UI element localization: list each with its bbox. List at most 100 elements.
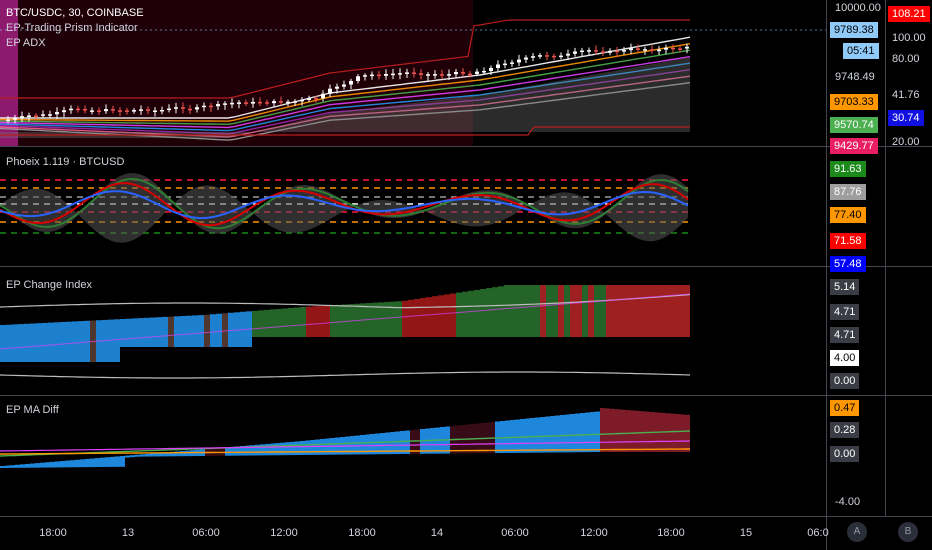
- session-edge-band: [0, 0, 18, 146]
- pane-divider-2[interactable]: [0, 266, 932, 267]
- candle-body: [587, 50, 591, 52]
- candle-body: [349, 80, 353, 85]
- change-bar: [492, 287, 498, 337]
- ma-diff-bar: [125, 455, 130, 458]
- pane-divider-1[interactable]: [0, 146, 932, 147]
- ma-price-label-green: 9570.74: [830, 117, 878, 133]
- adx-tick-41: 41.76: [892, 89, 920, 101]
- b-button[interactable]: B: [898, 522, 918, 542]
- change-index-axis[interactable]: 5.14 4.71 4.71 4.00 0.00: [827, 267, 885, 395]
- ma-diff-bar: [405, 430, 410, 454]
- ma-diff-bar: [135, 454, 140, 457]
- ma-diff-bar: [540, 417, 545, 453]
- change-bar: [474, 289, 480, 337]
- phoeix-label-5: 57.48: [830, 256, 866, 272]
- change-bar: [216, 313, 222, 347]
- ma-diff-orange-line: [0, 448, 690, 455]
- indicator-prism-label[interactable]: EP-Trading Prism Indicator: [6, 22, 138, 34]
- change-bar: [564, 285, 570, 337]
- change-bar: [456, 292, 462, 337]
- change-bar: [624, 285, 630, 337]
- indicator-adx-label[interactable]: EP ADX: [6, 37, 46, 49]
- ma-diff-bar: [115, 456, 120, 467]
- phoeix-axis[interactable]: 91.63 87.76 77.40 71.58 57.48: [827, 147, 885, 272]
- ma-diff-axis[interactable]: 0.47 0.28 0.00 -4.00: [827, 396, 885, 516]
- candle-body: [454, 72, 458, 75]
- change-bar: [504, 285, 510, 337]
- change-bar: [192, 315, 198, 347]
- candle-body: [160, 109, 164, 112]
- change-bar: [42, 322, 48, 362]
- candle-body: [111, 109, 115, 111]
- candle-body: [216, 103, 220, 107]
- candle-body: [664, 47, 668, 50]
- candle-body: [517, 59, 521, 63]
- change-bar: [642, 285, 648, 337]
- time-axis[interactable]: 18:00 13 06:00 12:00 18:00 14 06:00 12:0…: [0, 517, 828, 550]
- ma-diff-bar: [225, 447, 230, 456]
- ci-label-4: 4.00: [830, 350, 860, 366]
- time-label-2: 06:00: [192, 527, 220, 539]
- ma-diff-title[interactable]: EP MA Diff: [6, 404, 59, 416]
- change-bar: [588, 285, 594, 337]
- ma-diff-bar: [390, 432, 395, 455]
- second-axis-divider: [885, 0, 886, 516]
- change-bar: [498, 286, 504, 337]
- candle-body: [139, 109, 143, 111]
- change-bar: [108, 319, 114, 362]
- change-bar: [432, 296, 438, 337]
- candle-body: [608, 50, 612, 53]
- change-bar: [516, 285, 522, 337]
- candle-body: [545, 55, 549, 57]
- change-bar: [480, 289, 486, 337]
- pane-divider-3[interactable]: [0, 395, 932, 396]
- change-index-pane[interactable]: EP Change Index: [0, 267, 826, 395]
- phoeix-title[interactable]: Phoeix 1.119 · BTCUSD: [6, 156, 125, 168]
- ma-diff-bar: [375, 433, 380, 455]
- change-bar: [276, 308, 282, 337]
- ma-diff-bar: [595, 411, 600, 453]
- main-price-axis[interactable]: 10000.00 9789.38 05:41 9748.49 9703.33 9…: [827, 0, 885, 154]
- ma-diff-bar: [585, 412, 590, 453]
- ma-diff-bar: [415, 429, 420, 454]
- ci-label-2: 4.71: [830, 304, 860, 320]
- ma-diff-bar: [685, 414, 690, 452]
- ma-diff-bar: [380, 433, 385, 455]
- change-bar: [312, 306, 318, 337]
- auto-scale-button[interactable]: A: [847, 522, 867, 542]
- ma-diff-bar: [300, 441, 305, 455]
- candle-body: [650, 49, 654, 51]
- candle-body: [90, 110, 94, 112]
- adx-axis[interactable]: 108.21 100.00 80.00 41.76 30.74 20.00: [886, 0, 932, 148]
- candle-body: [685, 46, 689, 49]
- change-bar: [18, 324, 24, 362]
- change-bar: [66, 321, 72, 362]
- change-bar: [600, 285, 606, 337]
- candle-body: [342, 84, 346, 87]
- change-bar: [48, 322, 54, 362]
- time-label-1: 13: [121, 527, 135, 539]
- candle-body: [118, 110, 122, 112]
- ma-diff-bar: [570, 414, 575, 453]
- ma-diff-bar: [350, 436, 355, 455]
- ma-diff-bar: [395, 431, 400, 455]
- ma-diff-bar: [150, 453, 155, 457]
- symbol-legend[interactable]: BTC/USDC, 30, COINBASE EP-Trading Prism …: [6, 6, 144, 51]
- current-price-label: 9789.38: [830, 22, 878, 38]
- candle-body: [503, 63, 507, 66]
- candle-body: [398, 73, 402, 75]
- change-bar: [198, 315, 204, 347]
- change-index-title[interactable]: EP Change Index: [6, 279, 93, 291]
- candle-body: [132, 110, 136, 112]
- ma-diff-bar: [255, 444, 260, 456]
- ma-diff-bar: [95, 458, 100, 468]
- symbol-title[interactable]: BTC/USDC, 30, COINBASE: [6, 7, 144, 19]
- phoeix-pane[interactable]: Phoeix 1.119 · BTCUSD: [0, 147, 826, 266]
- ma-diff-bar: [355, 435, 360, 455]
- change-signal-line: [0, 293, 691, 350]
- ma-diff-bar: [0, 466, 5, 468]
- main-chart-pane[interactable]: BTC/USDC, 30, COINBASE EP-Trading Prism …: [0, 0, 826, 146]
- time-label-3: 12:00: [270, 527, 298, 539]
- ma-diff-bar: [75, 459, 80, 468]
- ma-diff-pane[interactable]: EP MA Diff: [0, 396, 826, 516]
